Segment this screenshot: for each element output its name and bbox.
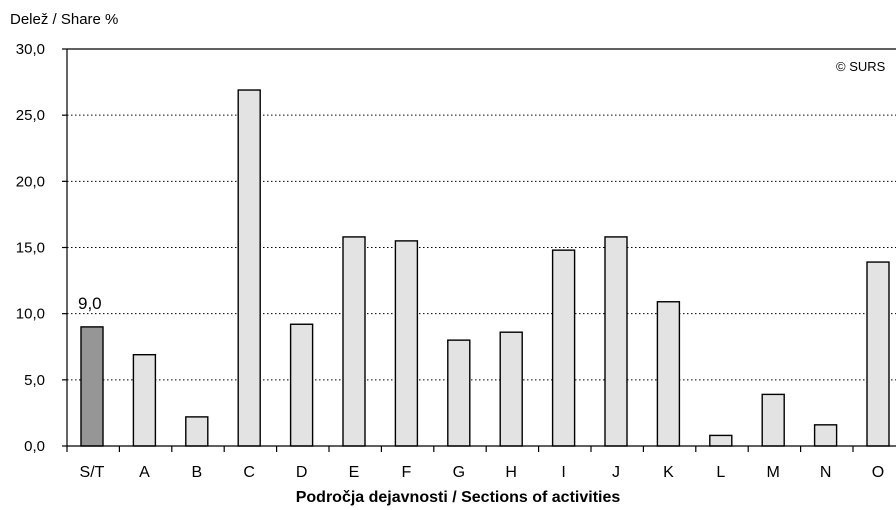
bars: [80, 89, 890, 447]
x-tick-label: M: [767, 464, 780, 481]
y-axis-title: Delež / Share %: [10, 11, 118, 28]
gridlines: [67, 114, 896, 381]
x-tick-label: F: [402, 464, 412, 481]
x-tick-label: E: [349, 464, 360, 481]
bar: [237, 89, 261, 447]
bar: [394, 240, 419, 447]
x-tick-label: K: [663, 464, 674, 481]
x-tick-label: B: [191, 464, 202, 481]
bar: [132, 353, 157, 447]
bar: [80, 326, 104, 447]
bar: [447, 339, 471, 447]
x-tick-label: J: [612, 464, 620, 481]
x-tick-labels: S/T A B C D E F G H I J K L M N O: [80, 464, 885, 481]
bar: [866, 261, 890, 447]
y-tick-label: 30,0: [16, 41, 45, 58]
bar: [604, 236, 628, 447]
y-tick-label: 15,0: [16, 240, 45, 257]
bar: [499, 331, 523, 447]
x-tick-label: H: [505, 464, 517, 481]
bar: [813, 424, 838, 447]
y-tick-label: 20,0: [16, 173, 45, 190]
bar: [289, 323, 314, 447]
x-tick-label: O: [872, 464, 884, 481]
x-axis-title: Področja dejavnosti / Sections of activi…: [296, 489, 621, 506]
axes: [62, 48, 896, 452]
x-tick-label: L: [716, 464, 725, 481]
y-tick-label: 10,0: [16, 306, 45, 323]
y-tick-label: 5,0: [24, 372, 45, 389]
y-tick-labels: 0,0 5,0 10,0 15,0 20,0 25,0 30,0: [16, 41, 45, 455]
bar: [709, 434, 733, 447]
bar: [185, 416, 209, 447]
y-tick-label: 0,0: [24, 438, 45, 455]
x-tick-label: I: [561, 464, 565, 481]
y-tick-label: 25,0: [16, 107, 45, 124]
x-tick-label: C: [243, 464, 255, 481]
bar: [656, 301, 681, 447]
x-tick-label: A: [139, 464, 150, 481]
x-tick-label: S/T: [80, 464, 105, 481]
bar: [551, 249, 576, 447]
bar: [342, 236, 366, 447]
bar: [761, 393, 785, 447]
x-tick-label: G: [453, 464, 465, 481]
x-tick-label: N: [820, 464, 832, 481]
copyright-watermark: © SURS: [836, 59, 886, 74]
x-tick-label: D: [296, 464, 308, 481]
highlight-value-label: 9,0: [78, 294, 102, 313]
